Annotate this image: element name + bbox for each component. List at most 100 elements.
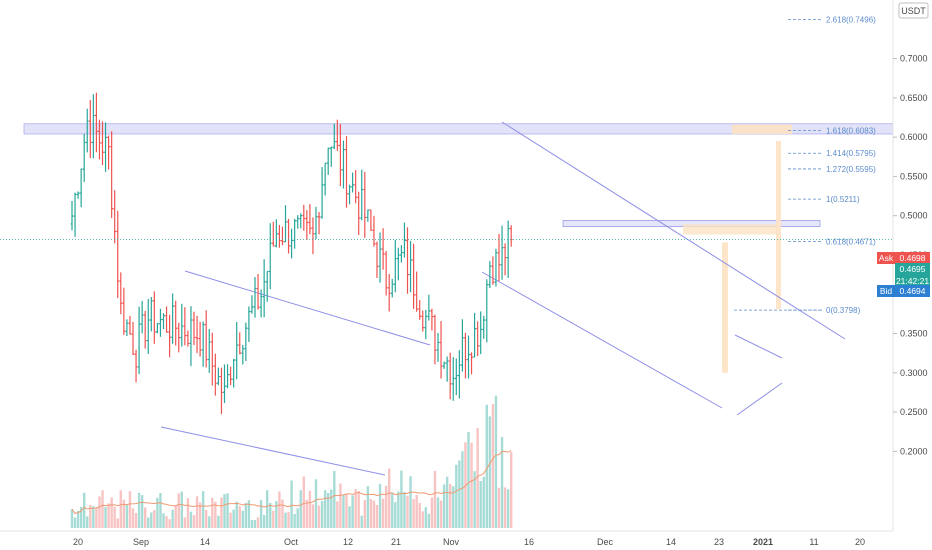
time-tick-label: 14: [200, 537, 210, 547]
volume-bar: [217, 515, 220, 528]
volume-bar: [427, 513, 431, 528]
time-tick-label: Nov: [443, 537, 460, 547]
volume-bar: [418, 502, 421, 528]
volume-bar: [452, 486, 455, 528]
price-tick-label: 0.3500: [900, 329, 928, 339]
volume-bar: [473, 471, 476, 528]
volume-bar: [348, 506, 351, 528]
volume-bar: [110, 497, 113, 528]
volume-bar: [412, 499, 415, 528]
volume-bar: [150, 512, 153, 528]
volume-bar: [293, 513, 296, 528]
volume-bar: [314, 479, 318, 528]
volume-bar: [320, 500, 324, 528]
volume-bar: [183, 517, 187, 528]
volume-bar: [381, 498, 385, 528]
volume-bar: [107, 503, 110, 528]
trendline-wedge-top: [734, 334, 783, 359]
bid-tag: Bid 0.4694: [877, 285, 930, 297]
volume-bar: [351, 495, 354, 528]
volume-bar: [144, 507, 147, 528]
volume-bar: [488, 416, 492, 528]
volume-bar: [122, 499, 126, 528]
volume-bar: [214, 501, 217, 528]
volume-bar: [366, 486, 370, 528]
currency-badge[interactable]: [898, 2, 929, 19]
bid-label: Bid: [880, 286, 893, 296]
volume-bar: [180, 491, 183, 528]
volume-bar: [330, 489, 333, 528]
volume-bar: [195, 496, 199, 528]
time-tick-label: Dec: [597, 537, 614, 547]
bid-value: 0.4694: [900, 286, 926, 296]
trendline-channel-2-bottom: [481, 271, 723, 409]
volume-bar: [409, 476, 412, 528]
volume-bar: [394, 502, 397, 528]
measure-box-mid: [683, 224, 778, 235]
volume-moving-average: [71, 450, 512, 514]
volume-bar: [192, 515, 196, 528]
volume-bar: [458, 460, 461, 528]
volume-bar: [238, 506, 241, 528]
volume-bar: [455, 464, 458, 528]
volume-bar: [278, 491, 281, 528]
volume-bar: [506, 489, 510, 528]
volume-bar: [269, 502, 272, 528]
volume-bar: [354, 489, 357, 528]
volume-bar: [186, 498, 190, 528]
volume-bar: [79, 506, 83, 528]
price-tick-label: 0.2000: [900, 446, 928, 456]
volume-bar: [162, 513, 165, 528]
time-tick-label: Sep: [133, 537, 149, 547]
volume-bar: [281, 499, 284, 528]
volume-bar: [208, 516, 211, 528]
time-tick-label: 14: [666, 537, 676, 547]
volume-bar: [250, 519, 254, 528]
time-tick-label: Oct: [284, 537, 299, 547]
time-tick-label: 16: [524, 537, 534, 547]
volume-bar: [232, 509, 235, 528]
volume-bar: [226, 493, 229, 528]
volume-bar: [266, 490, 269, 528]
volume-bar: [174, 505, 177, 528]
volume-bar: [104, 506, 107, 528]
volume-bar: [369, 499, 373, 528]
volume-bar: [156, 497, 159, 528]
volume-bar: [485, 404, 488, 528]
volume-bar: [388, 468, 391, 528]
ask-value: 0.4698: [900, 253, 926, 263]
measure-bar-right: [776, 141, 781, 310]
volume-bar: [244, 502, 248, 528]
volume-bar: [470, 442, 473, 528]
volume-bar: [290, 480, 293, 528]
time-tick-label: 23: [714, 537, 724, 547]
volume-bar: [134, 513, 138, 528]
volume-bar: [467, 431, 470, 528]
price-tick-label: 0.2500: [900, 407, 928, 417]
fib-level-label: 0.618(0.4671): [826, 238, 876, 247]
volume-bar: [101, 490, 104, 528]
volume-bar: [113, 506, 116, 528]
trendline-wedge-bottom: [736, 382, 783, 416]
volume-bar: [433, 470, 437, 528]
volume-bar: [235, 501, 238, 528]
volume-bar: [76, 510, 80, 528]
volume-bar: [415, 494, 418, 528]
volume-bar: [205, 509, 208, 528]
volume-bar: [86, 516, 89, 528]
volume-bar: [119, 490, 122, 528]
volume-bar: [500, 436, 504, 528]
ask-label: Ask: [879, 253, 894, 263]
volume-bar: [73, 517, 77, 528]
volume-bar: [357, 491, 360, 528]
fib-level-label: 1.414(0.5795): [826, 149, 876, 158]
volume-bar: [223, 494, 226, 528]
volume-bar: [287, 511, 290, 528]
volume-bar: [229, 512, 232, 528]
fib-level-label: 1.618(0.6083): [826, 127, 876, 136]
last-price-tag: 0.4695 21:42:21: [895, 263, 930, 287]
volume-bar: [378, 483, 382, 528]
time-axis[interactable]: 20 Sep 14 Oct 12 21 Nov 16 Dec 14 23 2021 11 20: [73, 537, 865, 547]
volume-bar: [461, 451, 464, 528]
